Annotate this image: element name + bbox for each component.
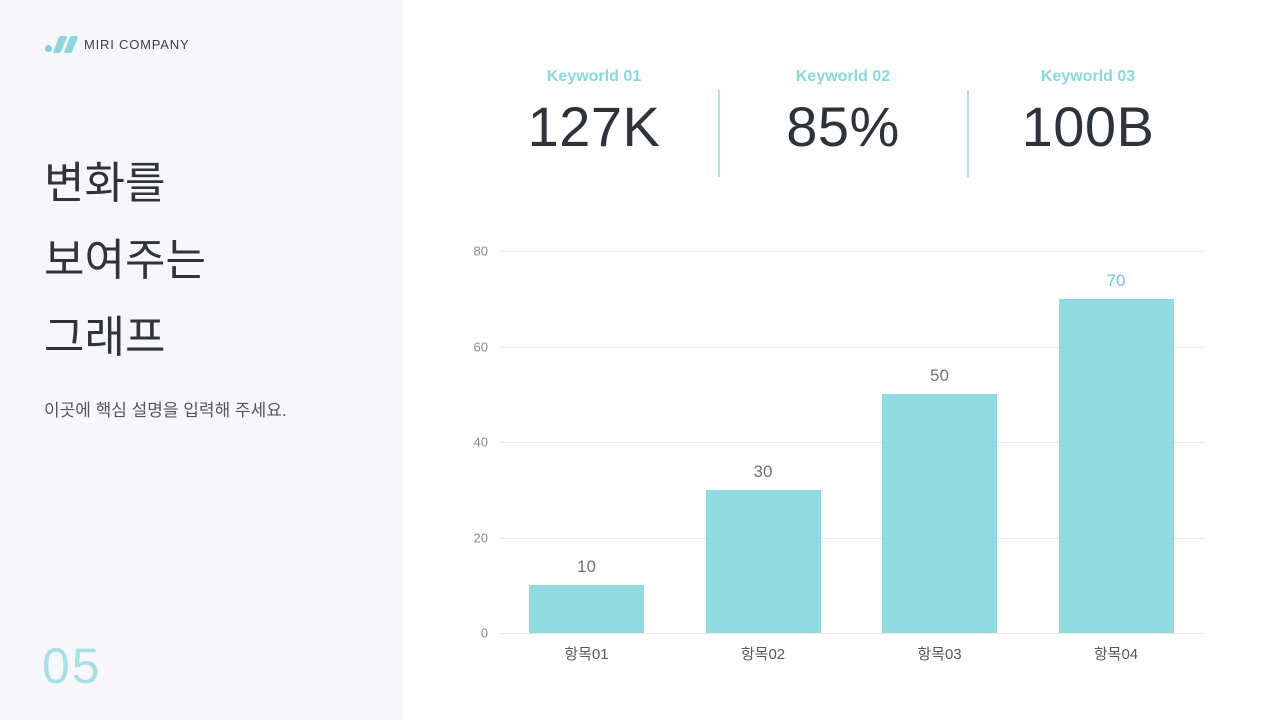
y-axis-tick-label: 0 xyxy=(480,625,488,641)
page-number: 05 xyxy=(42,638,102,694)
x-axis-label: 항목04 xyxy=(1093,646,1139,663)
stat-divider xyxy=(718,90,720,177)
bar-value-label: 50 xyxy=(930,366,949,386)
stat-label: Keyworld 02 xyxy=(795,68,891,85)
stat-value: 100B xyxy=(1021,95,1155,158)
slide-main-area: Keyworld 01 127K Keyworld 02 85% Keyworl… xyxy=(403,0,1280,720)
chart-bar xyxy=(882,394,997,633)
slide-title-line: 변화를 xyxy=(44,159,166,208)
bar-value-label: 30 xyxy=(753,461,773,481)
chart-bar xyxy=(705,489,821,633)
stat-divider xyxy=(967,90,969,177)
bar-value-label: 70 xyxy=(1106,270,1126,290)
gridline xyxy=(500,442,1205,443)
logo-icon xyxy=(44,34,79,54)
sidebar: MIRI COMPANY 변화를 보여주는 그래프 이곳에 핵심 설명을 입력해… xyxy=(0,0,403,720)
y-axis-tick-label: 20 xyxy=(473,530,488,545)
stat-label: Keyworld 01 xyxy=(546,68,642,85)
gridline xyxy=(500,251,1205,252)
chart-bar xyxy=(529,585,644,633)
bar-chart: 0 20 40 60 80 10 항목01 30 항목02 50 항목03 70 항목04 xyxy=(474,244,1205,663)
slide-subtitle: 이곳에 핵심 설명을 입력해 주세요. xyxy=(44,401,287,420)
x-axis-label: 항목02 xyxy=(740,646,786,663)
y-axis-tick-label: 40 xyxy=(473,434,488,450)
logo-text: MIRI COMPANY xyxy=(84,36,190,52)
stat-keyword-2: Keyworld 02 85% xyxy=(713,68,973,159)
x-axis-label: 항목01 xyxy=(564,646,609,663)
bar-value-label: 10 xyxy=(577,557,596,577)
gridline xyxy=(500,537,1205,539)
slide-title-line: 보여주는 xyxy=(44,236,206,285)
stat-keyword-3: Keyworld 03 100B xyxy=(958,68,1218,159)
gridline xyxy=(500,633,1205,634)
slide-title-line: 그래프 xyxy=(44,313,166,362)
gridline xyxy=(500,346,1205,348)
y-axis-tick-label: 60 xyxy=(473,339,488,354)
stat-value: 127K xyxy=(527,95,661,158)
slide-title: 변화를 보여주는 그래프 xyxy=(44,145,206,376)
x-axis-label: 항목03 xyxy=(917,646,962,663)
stat-keyword-1: Keyworld 01 127K xyxy=(464,68,724,159)
y-axis-tick-label: 80 xyxy=(473,243,488,259)
chart-bar xyxy=(1058,298,1174,633)
stat-value: 85% xyxy=(786,95,900,158)
logo-dot-shape xyxy=(45,45,52,52)
stat-label: Keyworld 03 xyxy=(1040,68,1136,85)
company-logo: MIRI COMPANY xyxy=(44,34,189,54)
